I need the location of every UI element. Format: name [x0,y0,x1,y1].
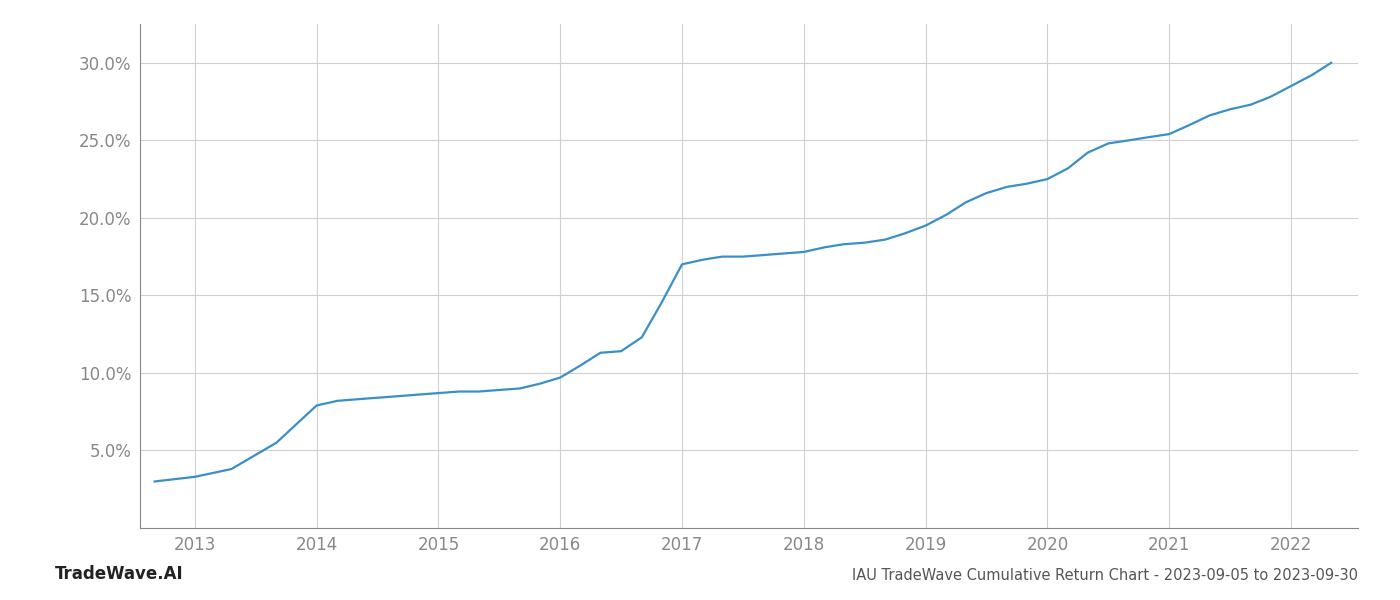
Text: IAU TradeWave Cumulative Return Chart - 2023-09-05 to 2023-09-30: IAU TradeWave Cumulative Return Chart - … [853,568,1358,583]
Text: TradeWave.AI: TradeWave.AI [55,565,183,583]
